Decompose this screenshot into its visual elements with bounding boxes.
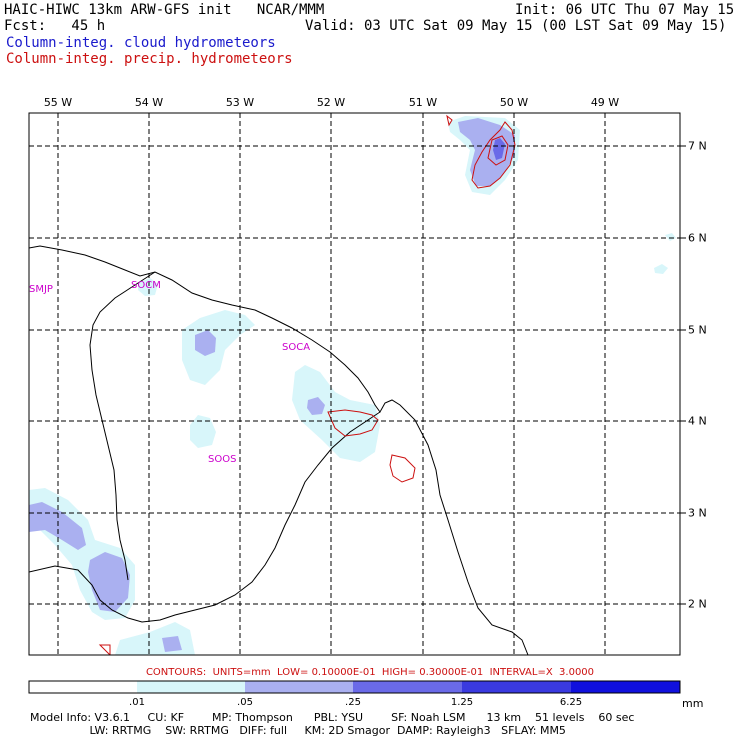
lon-label-51w: 51 W: [408, 96, 438, 109]
lat-label-7n: 7 N: [688, 139, 707, 153]
contours-legend: CONTOURS: UNITS=mm LOW= 0.10000E-01 HIGH…: [145, 667, 595, 678]
lat-label-4n: 4 N: [688, 414, 707, 428]
lon-label-50w: 50 W: [499, 96, 529, 109]
map-frame: [28, 112, 681, 656]
lat-label-2n: 2 N: [688, 597, 707, 611]
precip-contours: [98, 114, 516, 655]
lat-ticks: [680, 145, 686, 605]
station-soos: SOOS: [208, 454, 236, 465]
lon-label-53w: 53 W: [225, 96, 255, 109]
colorbar-tick-2: .05: [237, 697, 253, 708]
colorbar-units: mm: [682, 697, 704, 710]
colorbar-tick-5: 6.25: [559, 697, 583, 708]
field-cloud-title: Column-integ. cloud hydrometeors: [6, 35, 276, 51]
lon-label-49w: 49 W: [590, 96, 620, 109]
valid-time: Valid: 03 UTC Sat 09 May 15 (00 LST Sat …: [305, 18, 727, 34]
model-title: HAIC-HIWC 13km ARW-GFS init NCAR/MMM: [4, 2, 325, 18]
lat-label-6n: 6 N: [688, 231, 707, 245]
station-smjp: SMJP: [29, 284, 53, 295]
colorbar-tick-4: 1.25: [450, 697, 474, 708]
station-soca: SOCA: [282, 342, 310, 353]
colorbar-tick-1: .01: [129, 697, 145, 708]
model-info-line1: Model Info: V3.6.1 CU: KF MP: Thompson P…: [30, 711, 635, 724]
color-bar: [28, 680, 681, 694]
cloud-shading-strong: [493, 138, 505, 160]
model-info-line2: LW: RRTMG SW: RRTMG DIFF: full KM: 2D Sm…: [30, 724, 566, 737]
lat-lon-grid: [29, 113, 680, 655]
forecast-hour: Fcst: 45 h: [4, 18, 106, 34]
lon-label-55w: 55 W: [43, 96, 73, 109]
station-socm: SOCM: [131, 280, 161, 291]
field-precip-title: Column-integ. precip. hydrometeors: [6, 51, 293, 67]
lat-label-3n: 3 N: [688, 506, 707, 520]
lon-label-54w: 54 W: [134, 96, 164, 109]
cloud-shading-medium: [29, 118, 515, 652]
coastline: [29, 245, 529, 655]
colorbar-tick-3: .25: [345, 697, 361, 708]
lon-label-52w: 52 W: [316, 96, 346, 109]
lat-label-5n: 5 N: [688, 323, 707, 337]
init-time: Init: 06 UTC Thu 07 May 15: [515, 2, 735, 18]
